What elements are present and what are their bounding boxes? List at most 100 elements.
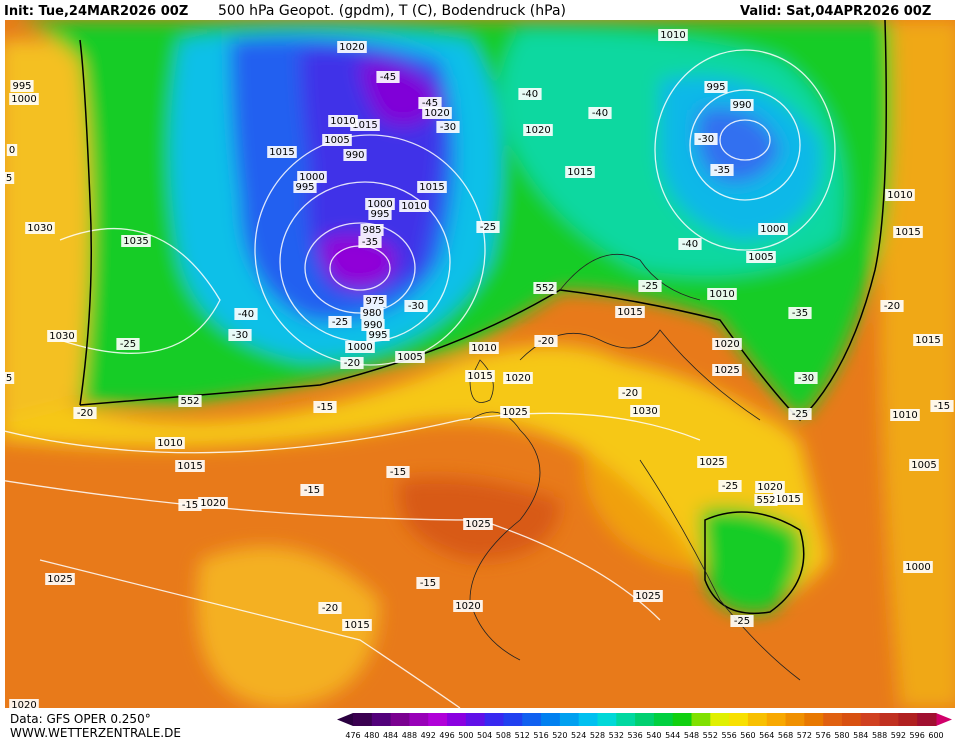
map-label: 995 [370,209,389,220]
label-box [704,81,728,93]
label-box [794,372,818,384]
colorbar-tick-label: 476 [345,731,360,740]
colorbar-tick-label: 480 [364,731,379,740]
colorbar-tick-label: 536 [627,731,642,740]
label-box [880,300,904,312]
map-label: 1005 [911,460,936,471]
label-box [337,41,367,53]
label-box [178,499,202,511]
label-box [342,619,372,631]
map-label: -25 [722,481,738,492]
label-box [363,295,387,307]
map-label: -35 [362,237,378,248]
map-label: 995 [12,81,31,92]
colorbar-tick-label: 548 [684,731,699,740]
label-box [10,80,34,92]
label-box [746,251,776,263]
label-box [300,484,324,496]
colorbar-swatch [559,713,580,726]
map-label: 1010 [330,116,355,127]
label-box [365,198,395,210]
label-box [436,121,460,133]
map-label: -20 [538,336,554,347]
map-label: 990 [363,320,382,331]
colorbar-swatch [578,713,598,726]
label-box [121,235,151,247]
label-box [730,99,754,111]
colorbar-swatch [428,713,448,726]
label-box [399,200,429,212]
valid-time: Valid: Sat,04APR2026 00Z [740,4,931,19]
label-box [343,149,367,161]
map-label: 1025 [47,574,72,585]
colorbar-tick-label: 592 [891,731,906,740]
label-box [890,409,920,421]
label-box [658,29,688,41]
map-label: 1010 [401,201,426,212]
label-box [5,172,15,184]
map-label: 975 [365,296,384,307]
label-box [565,166,595,178]
init-time: Init: Tue,24MAR2026 00Z [4,4,188,19]
map-label: 1020 [525,125,550,136]
label-box [340,357,364,369]
map-label: 1025 [699,457,724,468]
label-box [930,400,954,412]
label-box [198,497,228,509]
map-label: -20 [322,603,338,614]
map-label: -40 [238,309,254,320]
label-box [267,146,297,158]
line-552 [79,20,887,615]
label-box [358,236,382,248]
map-label: 1015 [269,147,294,158]
colorbar-swatch [465,713,486,726]
colorbar-swatch [541,713,561,726]
data-source: Data: GFS OPER 0.250° [10,712,151,726]
colorbar-swatch [635,713,655,726]
colorbar-swatch [785,713,805,726]
colorbar-tick-label: 576 [816,731,831,740]
colorbar-tick-label: 600 [928,731,943,740]
map-label: 1015 [419,182,444,193]
label-box [633,590,663,602]
colorbar-tick-label: 516 [533,731,548,740]
label-box [697,456,727,468]
label-box [694,133,718,145]
map-label: -20 [884,301,900,312]
label-box [503,372,533,384]
map-label: 990 [732,100,751,111]
label-box [885,189,915,201]
map-label: 552 [535,283,554,294]
map-label: 1015 [915,335,940,346]
colorbar-tick-label: 488 [402,731,417,740]
map-label: -30 [232,330,248,341]
label-box [909,459,939,471]
colorbar-swatch [371,713,392,726]
colorbar-swatch [841,713,862,726]
label-box [903,561,933,573]
map-label: 1015 [177,461,202,472]
map-label: -15 [317,402,333,413]
colorbar-tick-label: 580 [834,731,849,740]
colorbar-swatch [898,713,918,726]
label-box [453,600,483,612]
label-box [368,208,392,220]
label-box [588,107,612,119]
map-label: 980 [362,308,381,319]
map-label: 1020 [714,339,739,350]
label-box [395,351,425,363]
map-label: 1010 [660,30,685,41]
label-box [788,307,812,319]
colorbar-tick-label: 532 [609,731,624,740]
map-label: 1015 [567,167,592,178]
map-label: -15 [390,467,406,478]
map-label: -25 [792,409,808,420]
map-label: 1015 [895,227,920,238]
label-box [293,181,317,193]
map-label: 1020 [757,482,782,493]
label-box [376,71,400,83]
colorbar-left-arrow [337,713,353,726]
colorbar-tick-label: 500 [458,731,473,740]
